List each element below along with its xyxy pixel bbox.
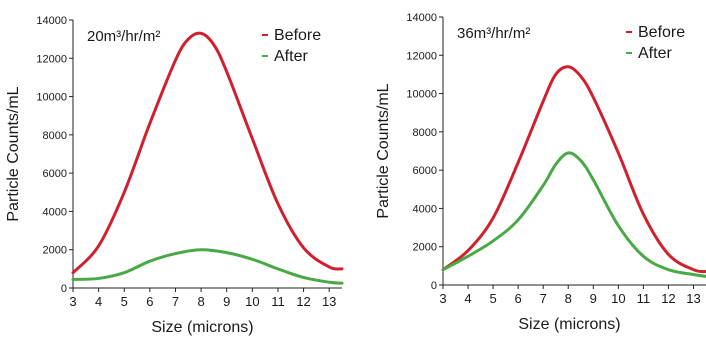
- y-tick-label: 10000: [406, 89, 437, 101]
- legend-label-after: After: [274, 48, 308, 65]
- x-tick-label: 9: [590, 291, 597, 306]
- x-tick-label: 10: [245, 294, 259, 309]
- x-tick-label: 11: [271, 294, 285, 309]
- x-tick-label: 8: [565, 291, 572, 306]
- x-tick-label: 12: [296, 294, 310, 309]
- series-line-before: [441, 65, 706, 274]
- x-tick-label: 13: [322, 294, 336, 309]
- x-tick-label: 4: [464, 291, 471, 306]
- x-tick-label: 7: [540, 291, 547, 306]
- x-tick-label: 3: [69, 294, 76, 309]
- y-tick-label: 2000: [413, 242, 437, 254]
- series-line-after: [441, 151, 706, 278]
- series-line-before: [71, 31, 344, 275]
- x-tick-label: 3: [439, 291, 446, 306]
- series-line-after: [71, 248, 344, 285]
- y-tick-label: 12000: [36, 53, 67, 65]
- y-tick-label: 10000: [36, 92, 67, 104]
- legend-label-after: After: [638, 45, 672, 62]
- y-tick-label: 12000: [406, 50, 437, 62]
- x-tick-label: 5: [121, 294, 128, 309]
- y-tick-label: 6000: [43, 168, 67, 180]
- x-tick-label: 5: [489, 291, 496, 306]
- y-tick-label: 4000: [43, 206, 67, 218]
- x-axis-title: Size (microns): [518, 316, 620, 333]
- y-tick-label: 14000: [406, 12, 437, 24]
- x-tick-label: 9: [223, 294, 230, 309]
- x-tick-label: 6: [515, 291, 522, 306]
- y-tick-label: 8000: [413, 127, 437, 139]
- x-tick-label: 10: [611, 291, 625, 306]
- legend-label-before: Before: [638, 24, 685, 41]
- x-tick-label: 7: [172, 294, 179, 309]
- y-tick-label: 6000: [413, 165, 437, 177]
- x-tick-label: 8: [197, 294, 204, 309]
- x-tick-label: 12: [661, 291, 675, 306]
- x-tick-label: 13: [686, 291, 700, 306]
- x-axis-title: Size (microns): [151, 319, 253, 336]
- y-tick-label: 4000: [413, 203, 437, 215]
- chart-title: 36m³/hr/m²: [457, 25, 530, 42]
- y-tick-label: 0: [431, 280, 437, 292]
- x-tick-label: 4: [95, 294, 102, 309]
- y-tick-label: 0: [61, 283, 67, 295]
- chart-title: 20m³/hr/m²: [87, 28, 160, 45]
- legend-label-before: Before: [274, 27, 321, 44]
- y-axis-title: Particle Counts/mL: [375, 83, 392, 218]
- y-tick-label: 8000: [43, 130, 67, 142]
- x-tick-label: 11: [637, 291, 651, 306]
- y-tick-label: 2000: [43, 245, 67, 257]
- y-tick-label: 14000: [36, 15, 67, 27]
- y-axis-title: Particle Counts/mL: [5, 86, 22, 221]
- x-tick-label: 6: [146, 294, 153, 309]
